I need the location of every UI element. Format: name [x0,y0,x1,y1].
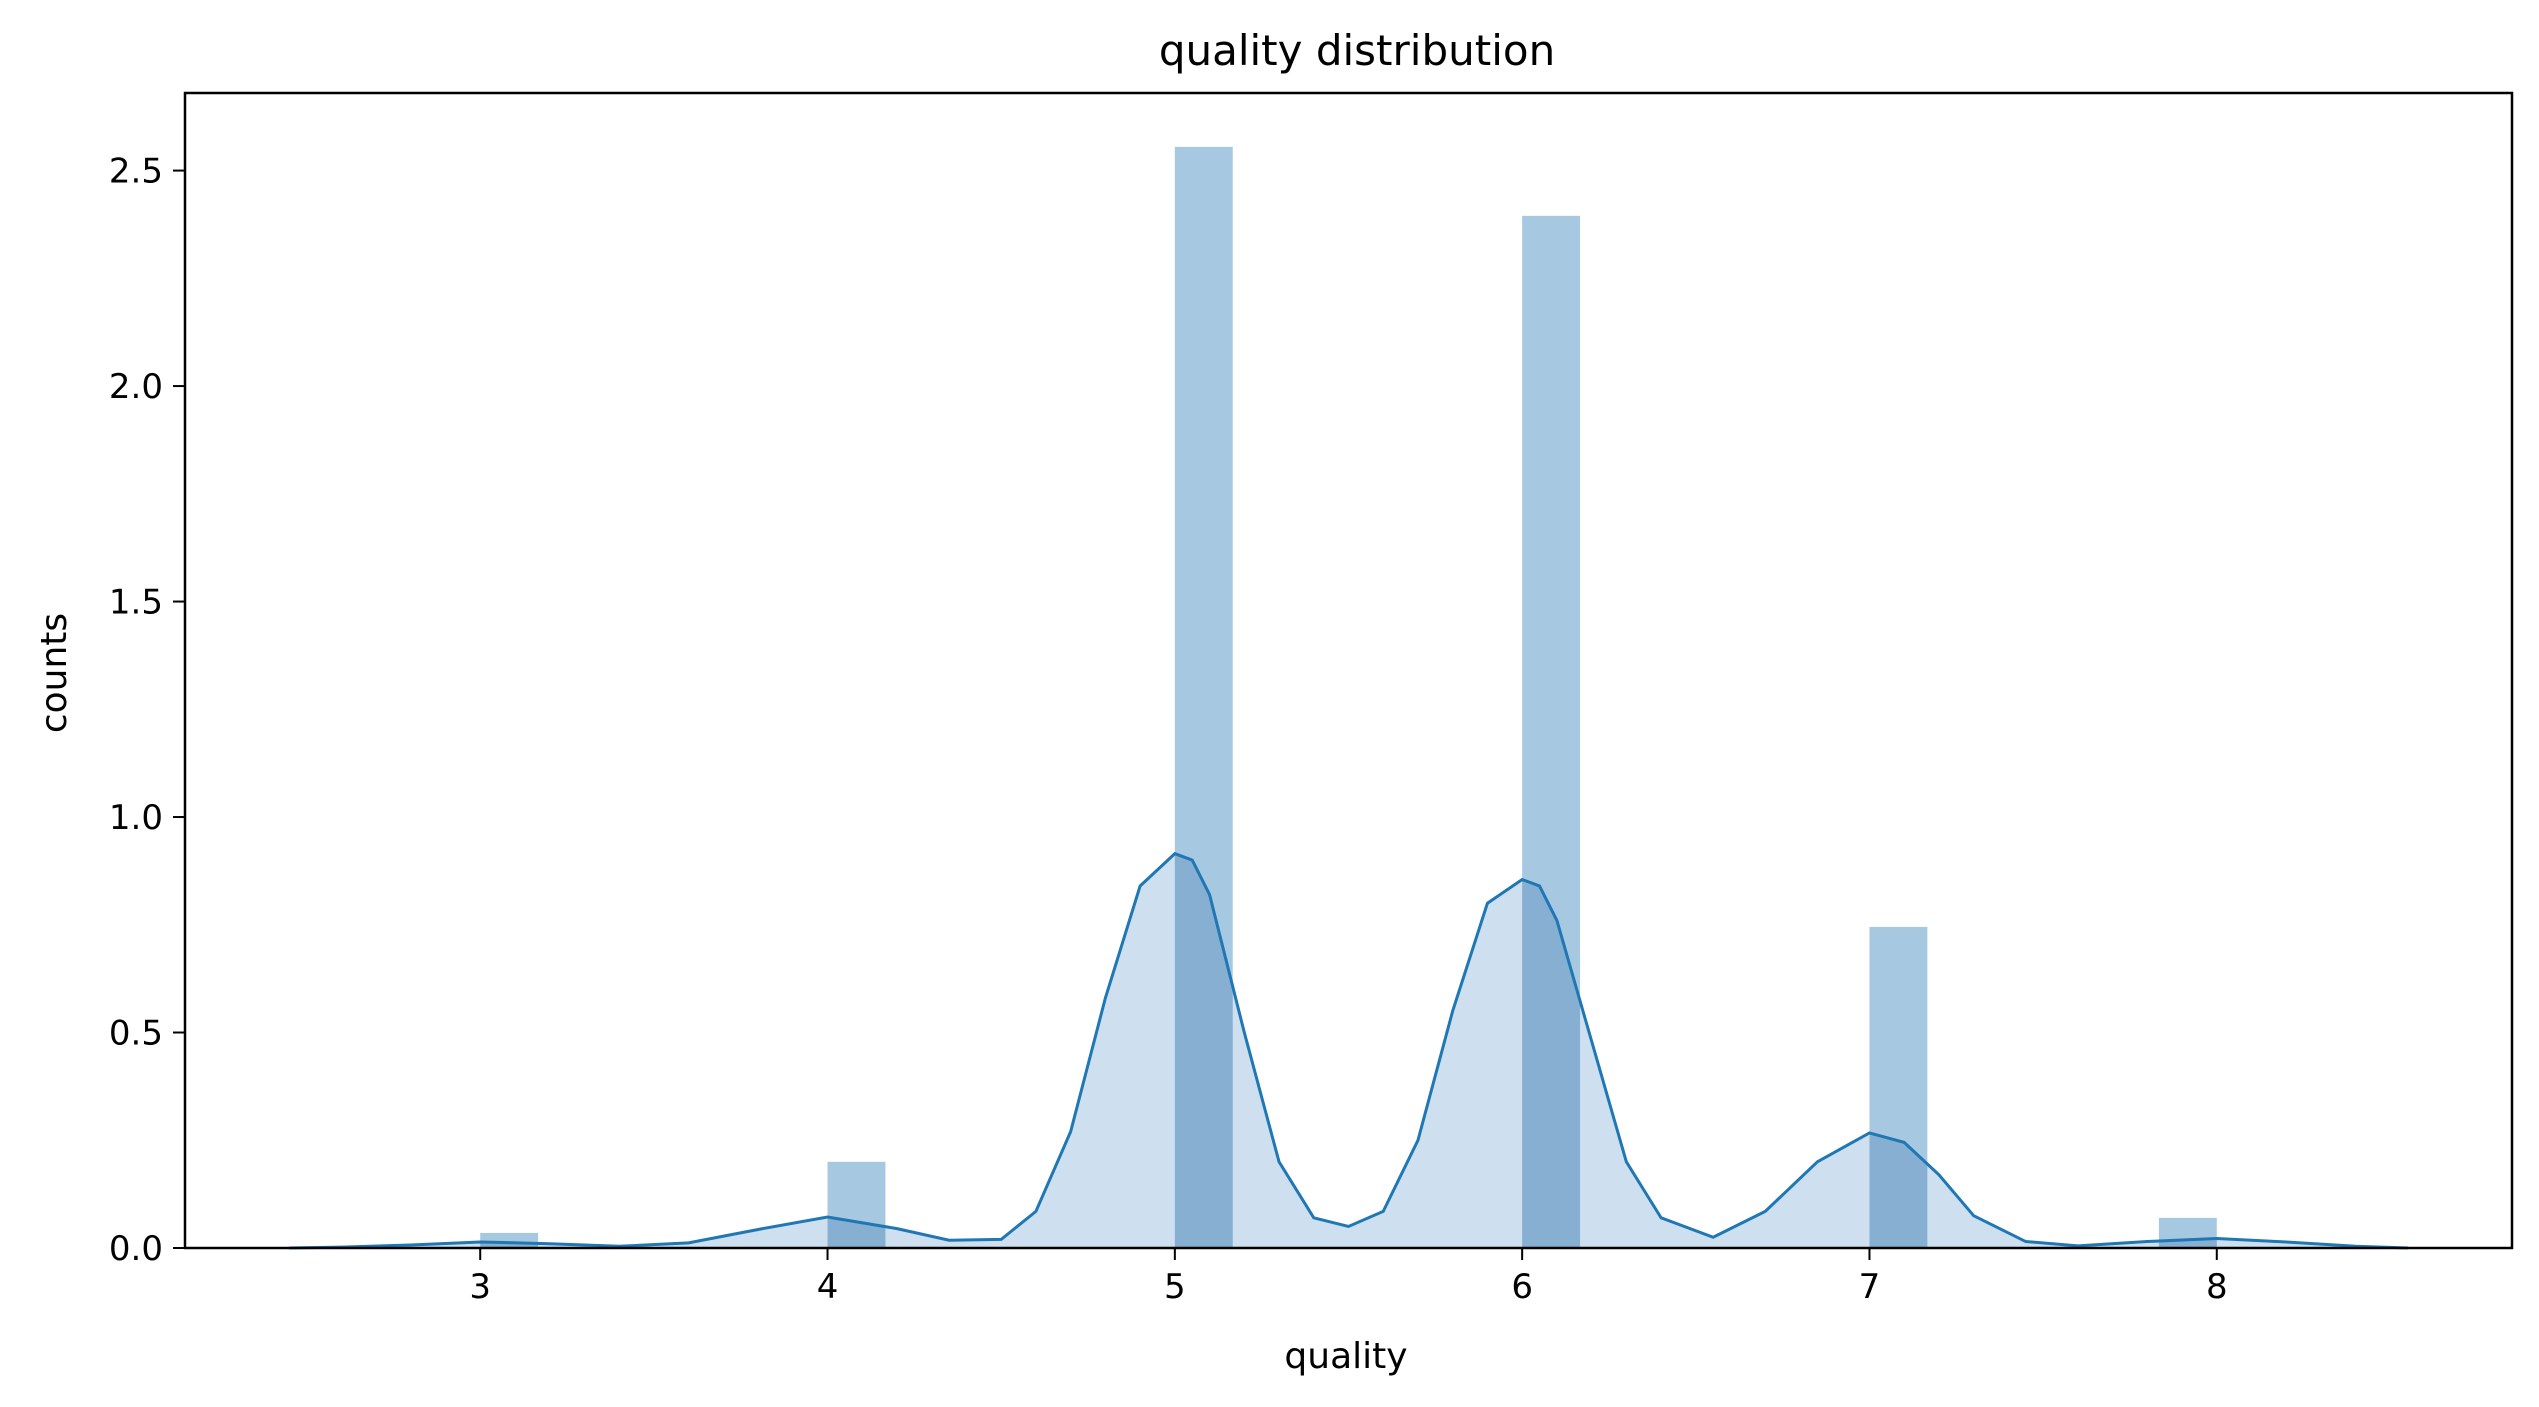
y-tick-label: 2.5 [109,152,163,192]
plot-area [173,91,2514,1260]
x-tick-label: 8 [2206,1267,2228,1307]
kde-line [289,851,2408,1250]
x-axis-label: quality [1284,1336,1407,1377]
x-tick-label: 6 [1511,1267,1533,1307]
y-tick-label: 1.5 [109,583,163,623]
y-tick-label: 0.5 [109,1014,163,1054]
kde-fill-area [289,853,2408,1248]
y-tick-label: 0.0 [109,1229,163,1269]
axes-frame [183,91,2514,1250]
x-tick-label: 3 [469,1267,491,1307]
x-tick-label: 5 [1164,1267,1186,1307]
x-tick-label: 4 [817,1267,839,1307]
chart-title: quality distribution [1159,26,1555,75]
x-tick-label: 7 [1859,1267,1881,1307]
y-axis-label: counts [34,613,75,733]
y-tick-label: 2.0 [109,367,163,407]
y-tick-label: 1.0 [109,798,163,838]
